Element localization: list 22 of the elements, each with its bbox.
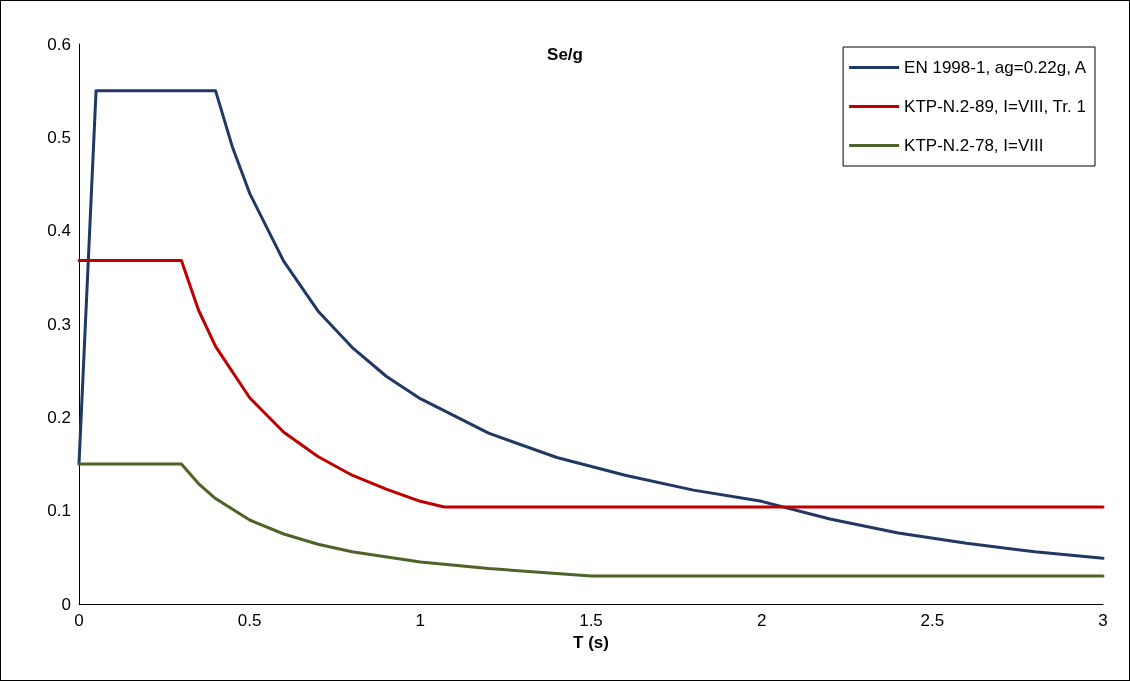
legend-label: EN 1998-1, ag=0.22g, A [904, 58, 1087, 77]
x-tick-label: 2.5 [920, 611, 945, 630]
y-tick-label: 0 [61, 594, 71, 614]
x-tick-label: 1.5 [579, 611, 603, 630]
x-tick-label: 3 [1098, 611, 1108, 630]
y-tick-label: 0.3 [47, 314, 71, 334]
y-tick-label: 0.2 [47, 407, 71, 427]
chart-title: Se/g [547, 45, 583, 64]
y-tick-label: 0.6 [47, 34, 71, 54]
y-tick-label: 0.5 [47, 127, 71, 147]
x-tick-label: 1 [415, 611, 426, 630]
x-axis-title: T (s) [573, 632, 609, 652]
line-series [77, 259, 1105, 509]
x-tick-label: 0.5 [237, 611, 262, 630]
x-tick-label: 2 [756, 611, 767, 630]
line-series [77, 462, 1105, 578]
legend-label: KTP-N.2-78, I=VIII [904, 136, 1044, 155]
x-tick-label: 0 [74, 611, 84, 630]
y-tick-label: 0.4 [47, 221, 71, 241]
legend-label: KTP-N.2-89, I=VIII, Tr. 1 [904, 97, 1086, 116]
line-series [77, 89, 1105, 560]
y-tick-label: 0.1 [47, 501, 71, 521]
